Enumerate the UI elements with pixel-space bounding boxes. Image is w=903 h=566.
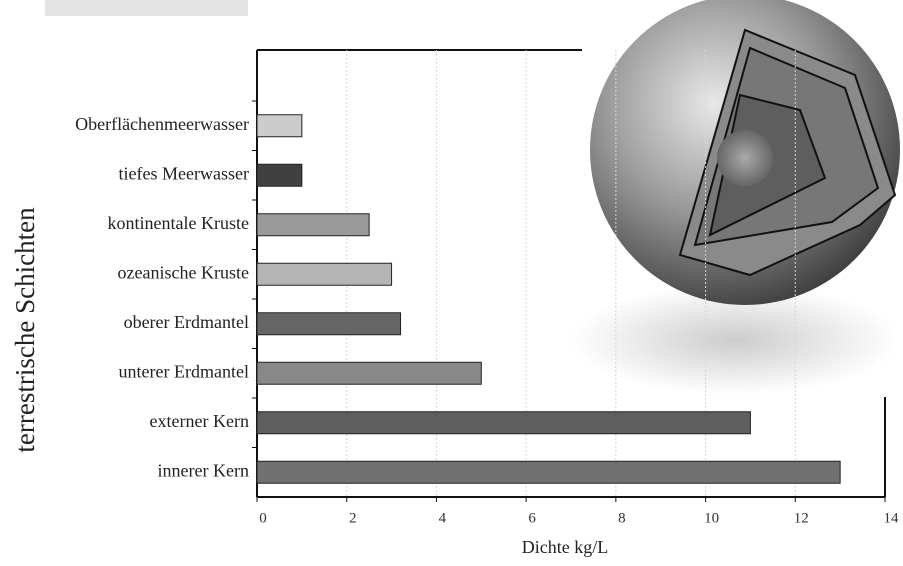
x-tick-label: 2 — [349, 510, 357, 526]
y-tick-label: ozeanische Kruste — [118, 262, 249, 282]
bar — [257, 263, 392, 285]
x-axis-title: Dichte kg/L — [522, 537, 608, 557]
x-tick-label: 6 — [528, 510, 536, 526]
bar — [257, 313, 401, 335]
bar — [257, 214, 369, 236]
bar — [257, 164, 302, 186]
y-tick-label: innerer Kern — [158, 460, 249, 480]
bar — [257, 412, 750, 434]
x-tick-label: 10 — [704, 510, 719, 526]
chart: terrestrische Schichten Dichte kg/L 0 2 4 6… — [0, 0, 903, 566]
bar — [257, 362, 481, 384]
x-tick-label: 0 — [259, 510, 267, 526]
bar — [257, 115, 302, 137]
bar — [257, 461, 840, 483]
inner-core — [717, 130, 773, 186]
y-tick-label: oberer Erdmantel — [124, 312, 249, 332]
x-tick-label: 8 — [618, 510, 626, 526]
y-tick-label: Oberflächenmeerwasser — [75, 114, 249, 134]
y-tick-label: externer Kern — [150, 411, 249, 431]
x-tick-label: 12 — [794, 510, 809, 526]
x-tick-label: 4 — [439, 510, 447, 526]
header-band — [45, 0, 248, 16]
x-tick-label: 14 — [884, 510, 900, 526]
y-axis-title: terrestrische Schichten — [10, 207, 40, 453]
y-tick-label: kontinentale Kruste — [108, 213, 249, 233]
y-tick-label: unterer Erdmantel — [119, 361, 249, 381]
y-tick-label: tiefes Meerwasser — [119, 163, 249, 183]
